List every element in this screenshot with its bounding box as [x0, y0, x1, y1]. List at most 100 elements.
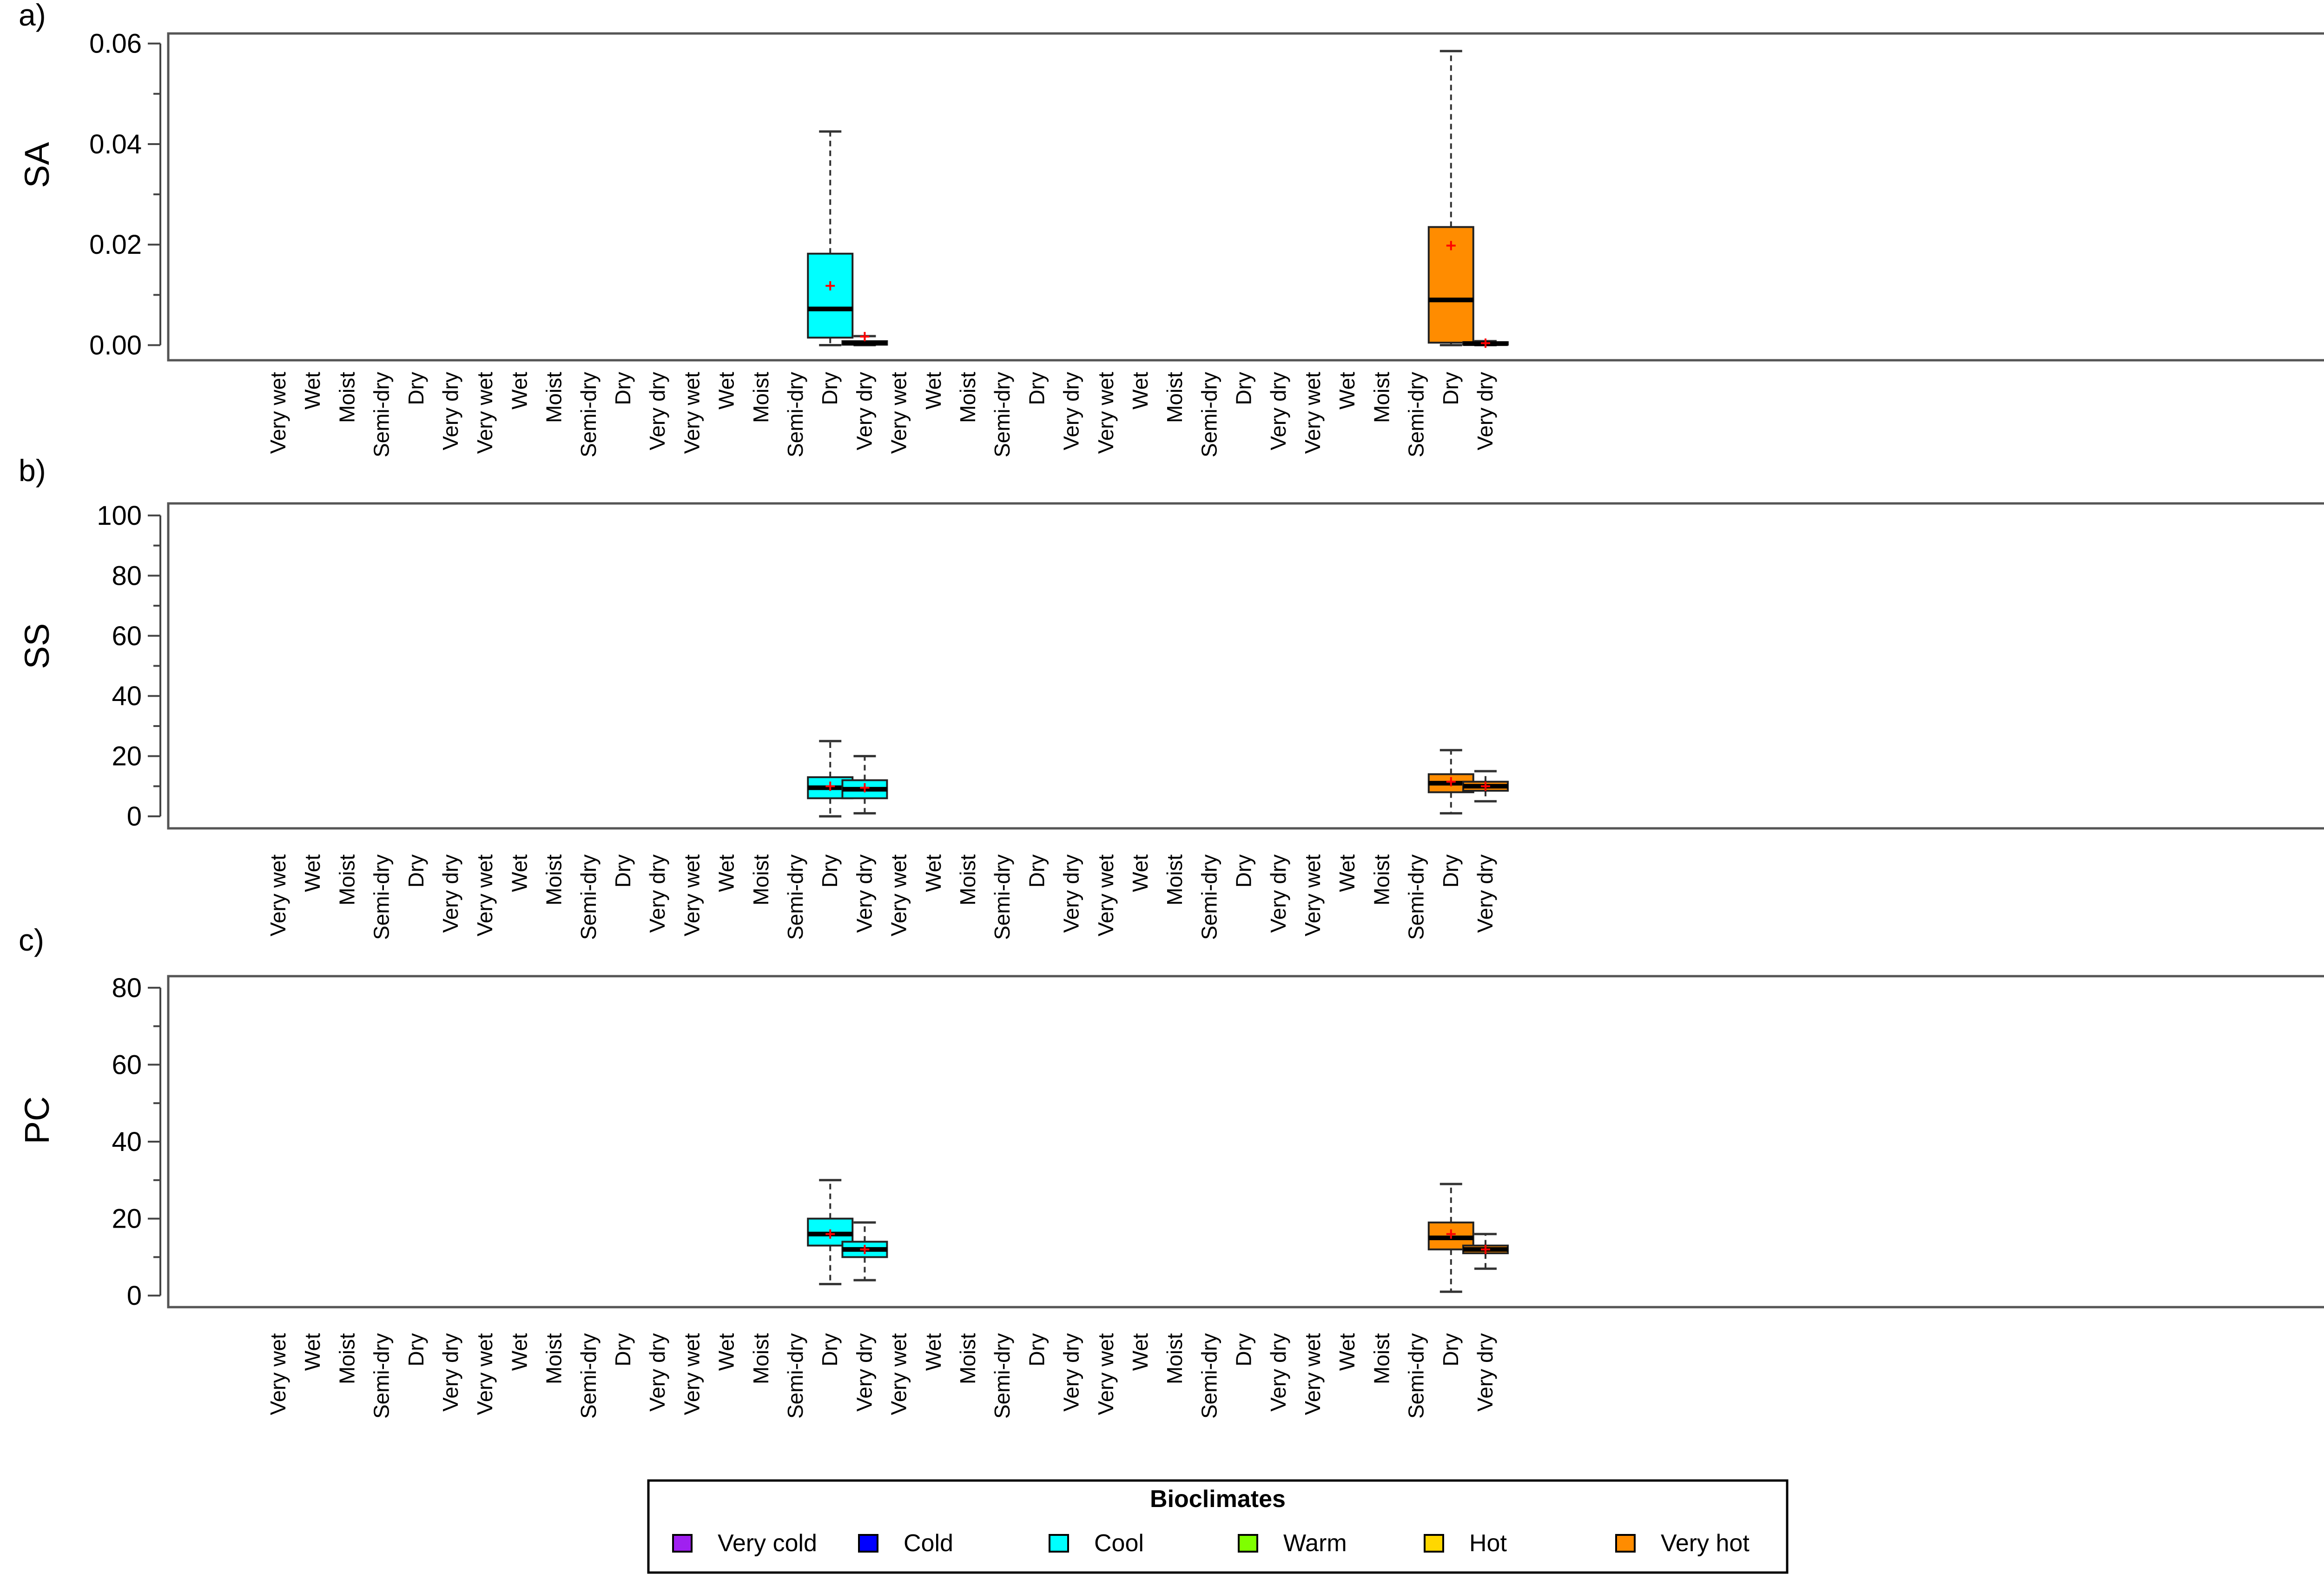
- mean-marker: [1446, 777, 1456, 787]
- x-tick-label: Dry: [404, 854, 428, 888]
- x-tick-label: Moist: [335, 1333, 359, 1384]
- x-tick-label: Very dry: [438, 1333, 462, 1412]
- x-tick-label: Very wet: [266, 854, 290, 937]
- legend-label: Cold: [904, 1530, 953, 1557]
- x-tick-label: Moist: [956, 1333, 980, 1384]
- box-cool: [841, 755, 888, 815]
- panel-label: b): [19, 453, 46, 488]
- x-tick-label: Semi-dry: [1197, 854, 1221, 940]
- x-tick-label: Semi-dry: [990, 854, 1014, 940]
- x-tick-label: Wet: [300, 854, 324, 892]
- plot-frame: [167, 32, 2324, 362]
- x-tick-label: Semi-dry: [1404, 372, 1428, 457]
- x-tick-label: Very dry: [645, 1333, 669, 1412]
- x-tick-label: Semi-dry: [370, 854, 394, 940]
- x-tick-label: Semi-dry: [990, 1333, 1014, 1419]
- x-tick-label: Dry: [1024, 854, 1049, 888]
- panel-ss: b) SS 0 20 40 60 80 100 Very wet Wet Moist Semi-dry…: [18, 453, 2324, 940]
- panel-pc: c) PC 0 20 40 60 80 Very wet Wet Moist Semi-dry Dry…: [18, 923, 2324, 1419]
- plot-frame: [167, 975, 2324, 1309]
- legend-frame: [647, 1479, 1789, 1574]
- x-tick-label: Semi-dry: [783, 1333, 807, 1419]
- legend-swatch: [858, 1534, 878, 1553]
- mean-marker: [1446, 241, 1456, 251]
- x-tick-label: Very wet: [887, 1333, 911, 1415]
- x-tick-label: Moist: [1369, 1333, 1393, 1384]
- x-tick-label: Moist: [1162, 1333, 1187, 1384]
- x-tick-label: Wet: [300, 1333, 324, 1371]
- x-tick-label: Very wet: [680, 1333, 704, 1415]
- x-tick-label: Moist: [1162, 854, 1187, 906]
- mean-marker: [1481, 338, 1490, 348]
- x-tick-label: Dry: [1439, 854, 1463, 888]
- x-tick-label: Semi-dry: [576, 1333, 601, 1419]
- x-tick-label: Moist: [956, 854, 980, 906]
- x-tick-label: Moist: [542, 1333, 566, 1384]
- mean-marker: [860, 783, 870, 793]
- x-tick-label: Very wet: [473, 372, 497, 454]
- x-tick-label: Semi-dry: [1404, 1333, 1428, 1419]
- y-tick-label: 20: [112, 741, 142, 772]
- y-tick-label: 0.06: [89, 29, 142, 59]
- x-tick-label: Very wet: [266, 372, 290, 454]
- legend-item-cool: Cool: [1049, 1530, 1144, 1557]
- x-tick-label: Dry: [611, 372, 635, 405]
- x-tick-label: Very wet: [887, 854, 911, 937]
- legend-title: Bioclimates: [1150, 1486, 1286, 1513]
- legend-item-hot: Hot: [1424, 1530, 1507, 1557]
- box-cool: [841, 1221, 888, 1282]
- x-tick-label: Very dry: [645, 854, 669, 933]
- legend-item-very-cold: Very cold: [672, 1530, 817, 1557]
- x-tick-label: Very dry: [852, 854, 876, 933]
- x-tick-label: Moist: [1369, 372, 1393, 423]
- x-tick-label: Very wet: [1094, 1333, 1118, 1415]
- x-tick-label: Moist: [749, 372, 773, 423]
- legend-item-warm: Warm: [1238, 1530, 1347, 1557]
- x-tick-label: Dry: [1232, 372, 1256, 405]
- legend-label: Cool: [1094, 1530, 1144, 1557]
- x-tick-label: Very dry: [438, 854, 462, 933]
- x-tick-label: Moist: [956, 372, 980, 423]
- x-tick-label: Wet: [1128, 1333, 1152, 1371]
- box-very-hot: [1462, 338, 1509, 348]
- y-tick-label: 0.04: [89, 129, 142, 159]
- legend-swatch: [1238, 1534, 1258, 1553]
- x-tick-label: Very wet: [1301, 854, 1325, 937]
- mean-marker: [1446, 1229, 1456, 1239]
- y-tick-label: 60: [112, 1050, 142, 1080]
- mean-marker: [1481, 1244, 1490, 1254]
- x-tick-label: Dry: [404, 1333, 428, 1367]
- y-tick-label: 20: [112, 1204, 142, 1234]
- legend-swatch: [1424, 1534, 1444, 1553]
- x-tick-label: Wet: [300, 372, 324, 410]
- x-tick-label: Semi-dry: [576, 372, 601, 457]
- y-tick-label: 0.00: [89, 331, 142, 361]
- legend-swatch: [1049, 1534, 1069, 1553]
- x-tick-label: Moist: [749, 854, 773, 906]
- x-tick-label: Dry: [1024, 372, 1049, 405]
- x-tick-label: Semi-dry: [783, 372, 807, 457]
- x-tick-label: Moist: [335, 854, 359, 906]
- x-tick-label: Dry: [611, 1333, 635, 1367]
- x-tick-label: Semi-dry: [370, 372, 394, 457]
- x-tick-label: Very dry: [1473, 372, 1497, 450]
- x-tick-label: Wet: [1335, 1333, 1359, 1371]
- legend-item-very-hot: Very hot: [1615, 1530, 1750, 1557]
- box-very-hot: [1427, 1183, 1474, 1293]
- x-tick-label: Very dry: [852, 372, 876, 450]
- x-tick-label: Wet: [921, 372, 945, 410]
- x-tick-label: Very wet: [1301, 1333, 1325, 1415]
- y-tick-label: 60: [112, 621, 142, 651]
- x-tick-label: Dry: [818, 372, 842, 405]
- x-tick-label: Wet: [507, 372, 531, 410]
- x-tick-label: Dry: [818, 1333, 842, 1367]
- x-tick-label: Very wet: [1094, 854, 1118, 937]
- legend: Bioclimates Very cold Cold Cool Warm Hot Very…: [647, 1479, 1789, 1574]
- panel-sa: a) SA 0.00 0.02 0.04 0.06 Very wet Wet Moist Semi…: [18, 0, 2324, 457]
- x-tick-label: Dry: [611, 854, 635, 888]
- y-tick-label: 0.02: [89, 230, 142, 260]
- x-tick-label: Moist: [1162, 372, 1187, 423]
- x-tick-label: Very dry: [1266, 854, 1290, 933]
